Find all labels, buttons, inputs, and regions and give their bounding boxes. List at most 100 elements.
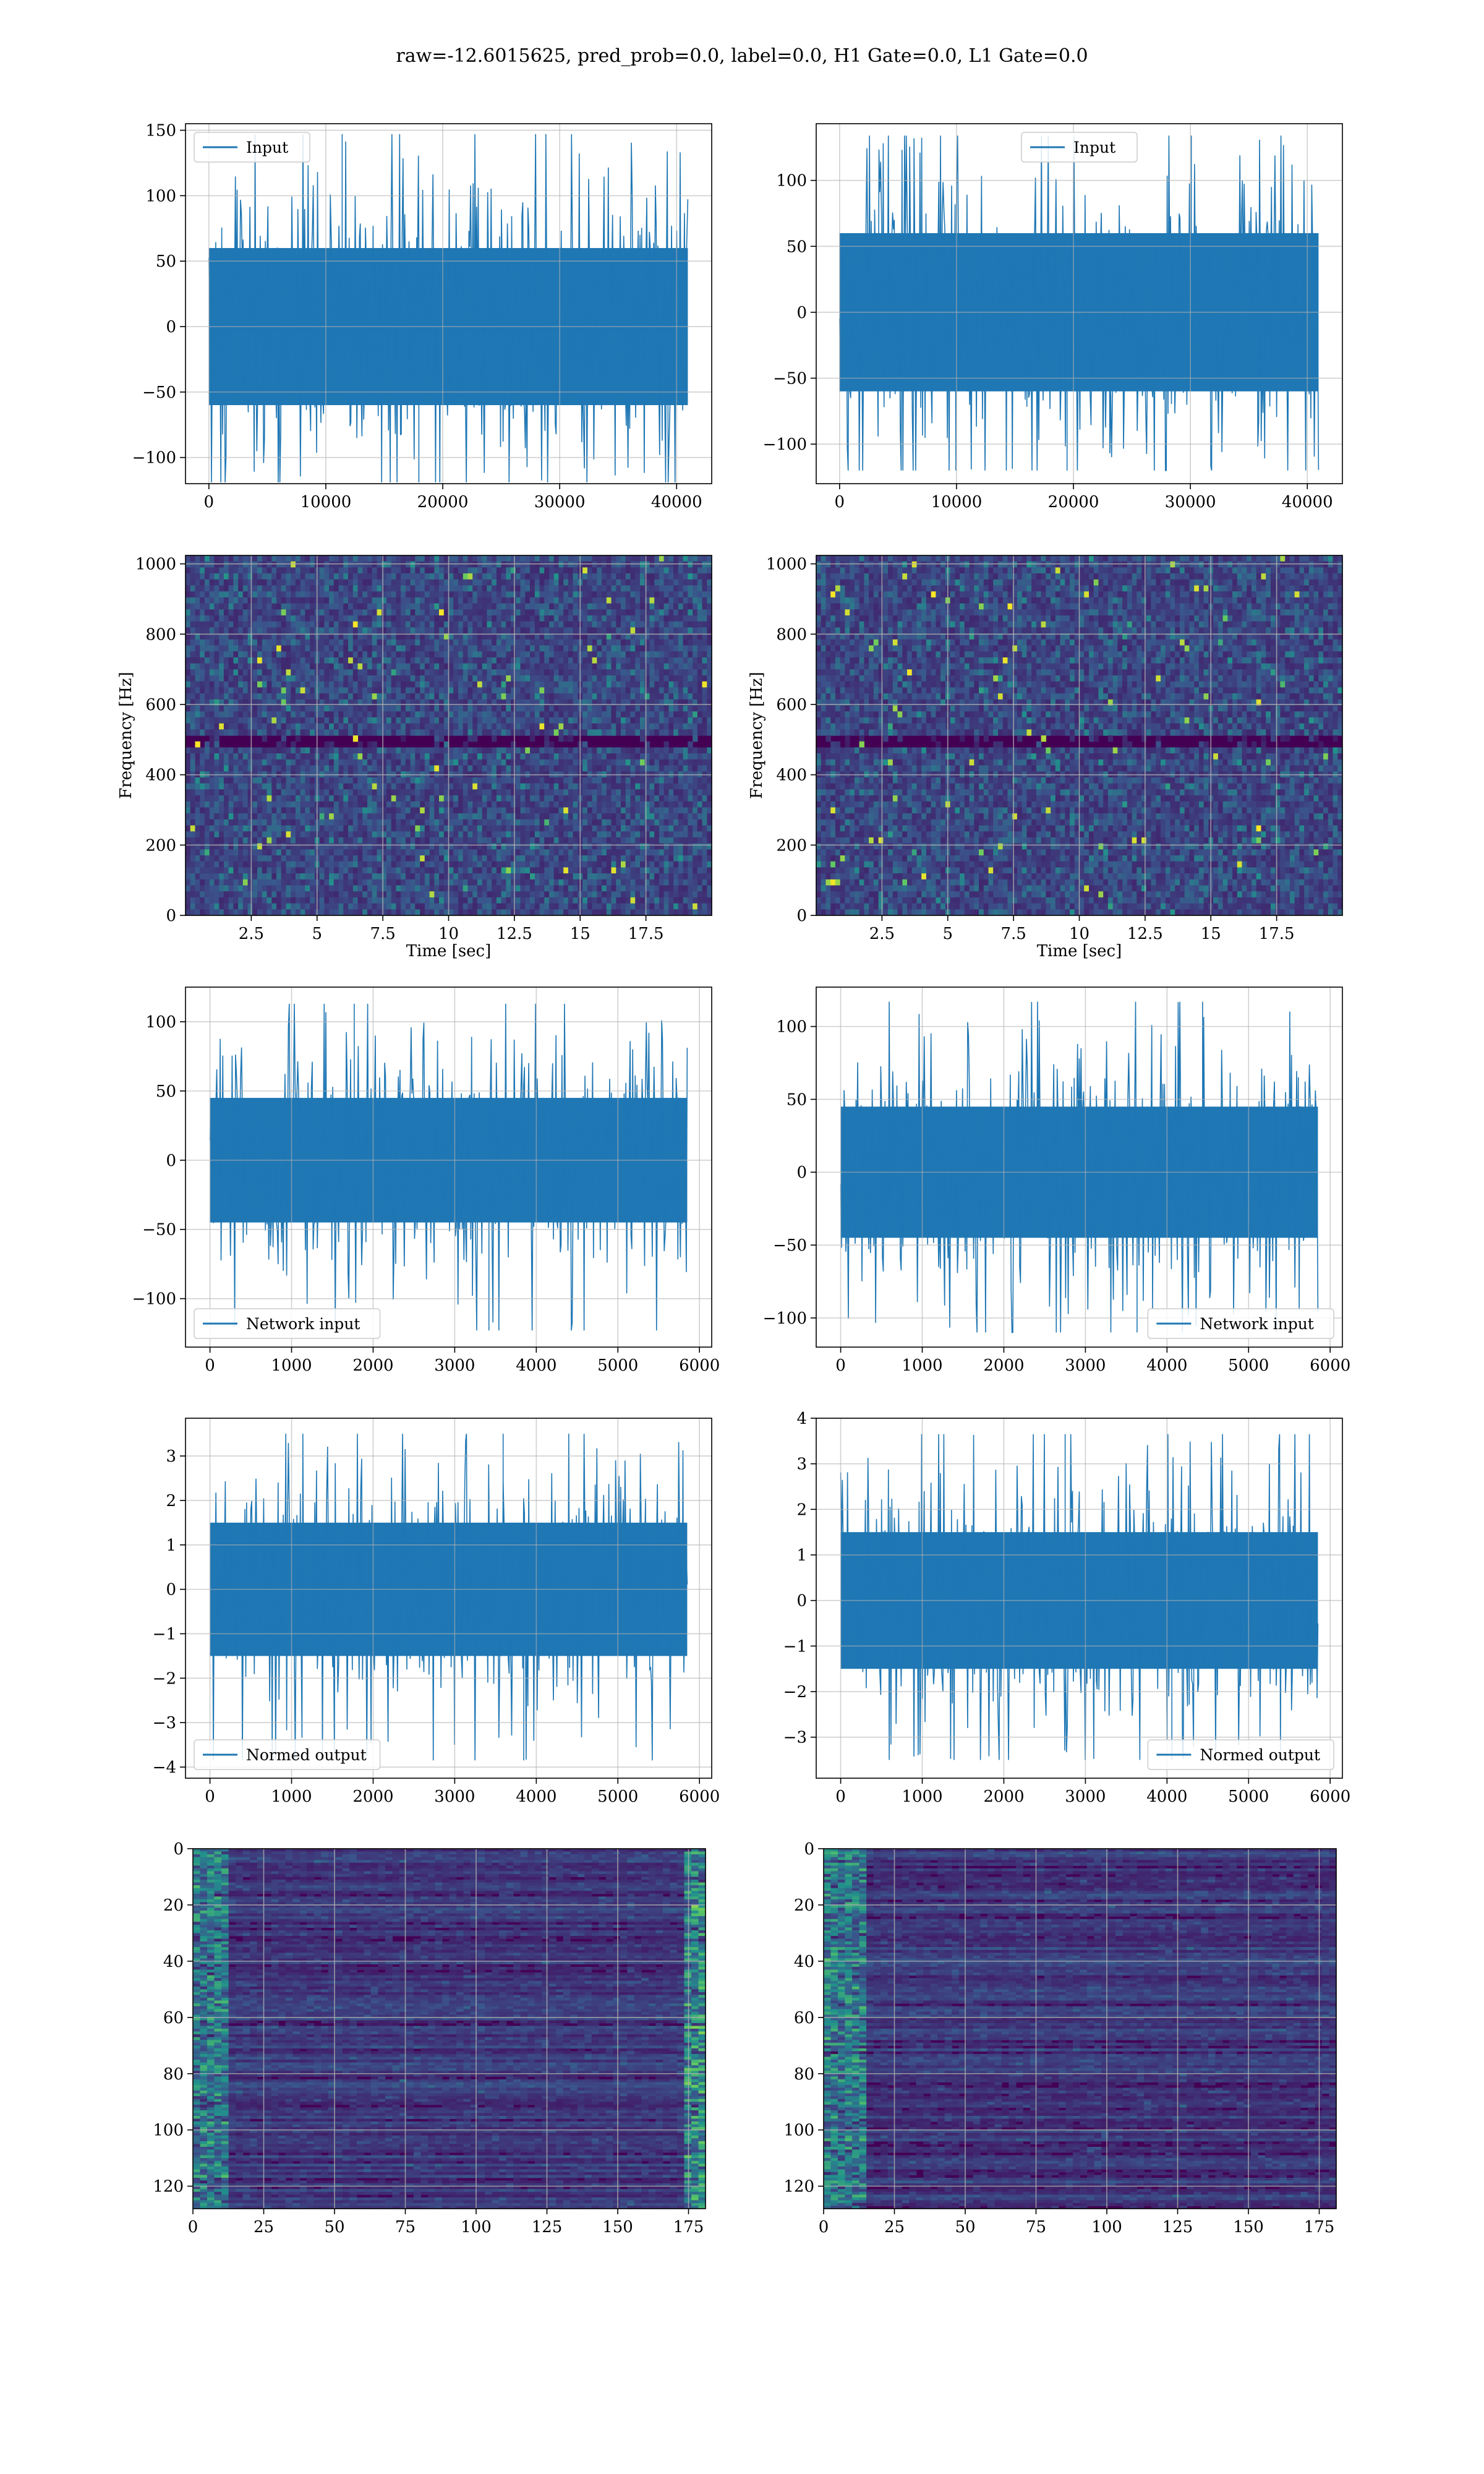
y-tick-label: 100	[153, 2121, 184, 2140]
x-tick-label: 10000	[931, 493, 983, 511]
y-tick-label: −100	[132, 449, 176, 468]
x-tick-label: 30000	[1165, 493, 1216, 511]
y-tick-label: 50	[156, 252, 176, 271]
panel-row5-left: 0 25 50 75 100 125 150 175 0 20 40 60 80 100 120	[153, 1840, 706, 2236]
y-tick-label: 20	[794, 1896, 814, 1915]
y-tick-label: 1000	[135, 555, 176, 574]
x-tick-label: 17.5	[628, 925, 664, 943]
y-tick-label: 600	[145, 696, 176, 714]
x-axis-label: Time [sec]	[406, 942, 492, 961]
legend-box	[1147, 1739, 1334, 1770]
x-tick-label: 6000	[1310, 1356, 1350, 1375]
x-tick-label: 6000	[679, 1787, 720, 1806]
y-tick-label: −4	[153, 1758, 176, 1777]
series-line	[209, 1434, 688, 1761]
y-tick-label: 80	[163, 2065, 184, 2084]
x-tick-label: 0	[835, 493, 845, 511]
legend-box	[1147, 1308, 1334, 1339]
y-tick-label: 3	[796, 1455, 807, 1474]
panel-row1-left: 0 10000 20000 30000 40000 150 100 50 0 −50 −100 Inp…	[132, 122, 712, 511]
y-axis-label: Frequency [Hz]	[748, 672, 766, 799]
y-axis-label: Frequency [Hz]	[117, 672, 135, 799]
grid-lines	[816, 124, 1342, 484]
y-tick-label: −50	[142, 383, 176, 402]
x-tick-label: 2.5	[869, 925, 895, 943]
y-tick-label: −100	[763, 1309, 807, 1328]
x-tick-label: 0	[188, 2218, 198, 2236]
panel-row2-left: 2.5 5 7.5 10 12.5 15 17.5 0 200 400 600 800 1000 Time…	[117, 555, 712, 961]
series-line	[840, 1434, 1319, 1760]
y-tick-label: −50	[142, 1221, 176, 1239]
x-tick-label: 75	[395, 2218, 416, 2236]
y-tick-label: 400	[776, 766, 807, 785]
y-tick-label: 100	[145, 1013, 176, 1032]
grid-lines	[816, 987, 1342, 1347]
x-tick-label: 5	[312, 925, 322, 943]
y-tick-label: 60	[794, 2009, 814, 2027]
x-tick-label: 10000	[301, 493, 352, 511]
axes-frame	[192, 1848, 706, 2209]
x-tick-label: 150	[1233, 2218, 1264, 2236]
y-tick-label: −2	[783, 1683, 807, 1701]
x-tick-label: 1000	[902, 1787, 942, 1806]
x-tick-label: 4000	[1146, 1356, 1187, 1375]
x-tick-label: 7.5	[1000, 925, 1026, 943]
panel-row4-right: 0 1000 2000 3000 4000 5000 6000 4 3 2 1 0 −1 −2 −3 Norm…	[783, 1410, 1351, 1806]
x-tick-label: 10	[1069, 925, 1090, 943]
y-tick-label: 80	[794, 2065, 814, 2084]
x-tick-label: 0	[205, 1787, 215, 1806]
x-tick-label: 25	[254, 2218, 274, 2236]
axes-frame	[185, 123, 712, 484]
x-tick-label: 0	[835, 1787, 846, 1806]
x-tick-label: 15	[1201, 925, 1221, 943]
x-tick-label: 25	[884, 2218, 905, 2236]
x-tick-label: 3000	[434, 1356, 475, 1375]
x-tick-label: 100	[1091, 2218, 1122, 2236]
x-tick-label: 50	[955, 2218, 975, 2236]
x-tick-label: 0	[819, 2218, 829, 2236]
grid-lines	[816, 555, 1342, 916]
legend: Network input	[1147, 1308, 1334, 1339]
x-tick-label: 1000	[902, 1356, 942, 1375]
axes-frame	[816, 1418, 1343, 1779]
y-tick-label: 1000	[766, 555, 807, 574]
legend-label: Normed output	[246, 1746, 367, 1764]
x-tick-label: 0	[835, 1356, 846, 1375]
x-tick-label: 5000	[1228, 1787, 1269, 1806]
panel-row4-left: 0 1000 2000 3000 4000 5000 6000 3 2 1 0 −1 −2 −3 −4 Nor…	[153, 1418, 720, 1806]
x-tick-label: 100	[461, 2218, 492, 2236]
axes-frame	[185, 1418, 712, 1779]
y-tick-label: 0	[166, 907, 176, 925]
y-tick-label: −1	[783, 1637, 807, 1656]
y-tick-label: 2	[796, 1500, 807, 1519]
y-tick-label: 100	[783, 2121, 814, 2140]
y-tick-label: 800	[776, 625, 807, 644]
legend-box	[194, 1308, 381, 1339]
legend-box	[1021, 132, 1138, 163]
x-tick-label: 20000	[1048, 493, 1099, 511]
legend-label: Input	[1073, 139, 1115, 156]
x-tick-label: 17.5	[1259, 925, 1295, 943]
y-tick-label: 1	[166, 1536, 176, 1555]
x-tick-label: 10	[438, 925, 459, 943]
panel-row3-left: 0 1000 2000 3000 4000 5000 6000 100 50 0 −50 −100 Ne…	[132, 987, 720, 1375]
y-tick-label: 0	[796, 907, 807, 925]
y-tick-label: 400	[145, 766, 176, 785]
x-tick-label: 2000	[352, 1356, 393, 1375]
legend-label: Network input	[1200, 1315, 1313, 1333]
x-tick-label: 2000	[983, 1356, 1024, 1375]
legend: Network input	[194, 1308, 381, 1339]
x-tick-label: 7.5	[370, 925, 395, 943]
y-tick-label: 3	[166, 1447, 176, 1466]
grid-lines	[823, 1848, 1336, 2209]
y-tick-label: 100	[776, 1018, 807, 1037]
x-tick-label: 1000	[271, 1356, 312, 1375]
y-tick-label: −100	[763, 435, 807, 454]
x-tick-label: 5000	[1228, 1356, 1269, 1375]
x-tick-label: 3000	[434, 1787, 475, 1806]
y-tick-label: 0	[166, 318, 176, 336]
x-tick-label: 175	[673, 2218, 704, 2236]
x-tick-label: 20000	[417, 493, 469, 511]
x-tick-label: 12.5	[1127, 925, 1163, 943]
